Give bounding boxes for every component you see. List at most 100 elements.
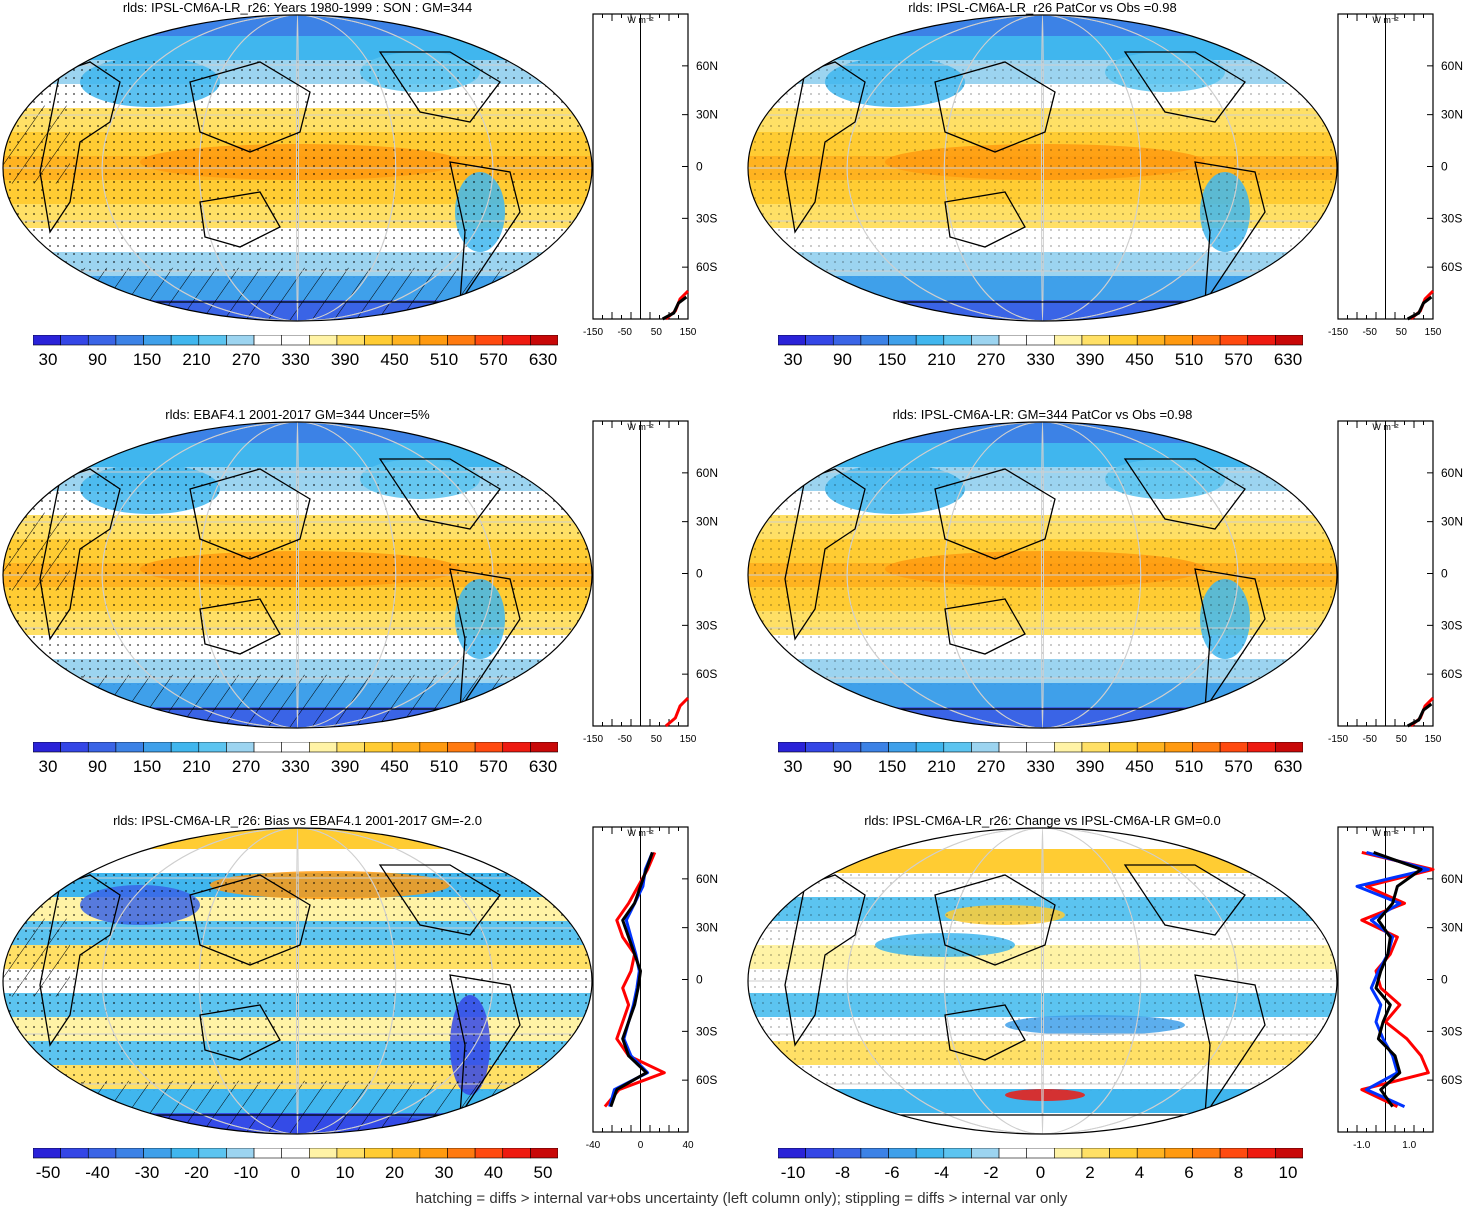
colorbar-tick-label: 270 [977,350,1005,367]
colorbar-swatch [391,334,421,346]
colorbar-swatch [336,334,365,346]
colorbar-swatch [971,741,1000,753]
colorbar-tick-label: 390 [1076,757,1104,774]
contour-band [3,828,592,850]
colorbar-tick-label: 450 [380,350,408,367]
colorbar-swatch [1054,334,1083,346]
colorbar-swatch [1026,741,1055,753]
colorbar-swatch [777,334,806,346]
colorbar-swatch [860,334,889,346]
colorbar-swatch [226,334,255,346]
profile-lat-label: 30S [1441,1024,1462,1038]
colorbar-swatch [530,334,559,346]
colorbar-tick-label: 40 [484,1163,503,1180]
colorbar-swatch [1219,1147,1249,1159]
profile-x-tick: 50 [1396,327,1408,338]
profile-x-tick: -50 [1362,734,1377,745]
colorbar-tick-label: 30 [784,350,803,367]
colorbar-swatch [1109,1147,1138,1159]
colorbar-swatch [1275,334,1304,346]
colorbar-swatch [474,741,504,753]
profile-lat-label: 0 [1441,160,1448,174]
colorbar-tick-label: 630 [1274,757,1302,774]
colorbar-swatch [170,334,200,346]
colorbar-tick-label: 2 [1085,1163,1094,1180]
profile-line-model [1406,702,1433,728]
colorbar: 30 90 150 210 270 330 390 450 510 570 630 [32,741,559,776]
colorbar-tick-label: 630 [1274,350,1302,367]
colorbar-tick-label: 90 [833,350,852,367]
colorbar-tick-label: 150 [878,757,906,774]
contour-band [748,683,1337,708]
colorbar-swatch [32,1147,61,1159]
panel-ensemble-vs-obs: rlds: IPSL-CM6A-LR: GM=344 PatCor vs Obs… [745,407,1483,807]
colorbar-swatch [87,334,117,346]
profile-lat-label: 30N [1441,108,1463,122]
colorbar-tick-label: -40 [85,1163,110,1180]
colorbar-swatch [943,1147,972,1159]
colorbar-swatch [998,334,1027,346]
colorbar-swatch [253,741,282,753]
colorbar-swatch [530,1147,559,1159]
colorbar-swatch [474,1147,504,1159]
colorbar-tick-label: -20 [184,1163,209,1180]
profile-lat-label: 60S [1441,260,1462,274]
colorbar-swatch [309,1147,338,1159]
profile-lat-label: 30N [696,515,718,529]
colorbar-swatch [170,1147,200,1159]
colorbar-tick-label: 450 [1125,757,1153,774]
robinson-map [2,14,593,322]
coastlines [39,864,521,1134]
colorbar-tick-label: 390 [1076,350,1104,367]
profile-x-tick: -150 [1328,327,1348,338]
colorbar-tick-label: 90 [88,757,107,774]
colorbar-swatch [1081,1147,1110,1159]
colorbar-swatch [60,741,89,753]
colorbar-swatch [1109,334,1138,346]
profile-line-obs [664,696,690,728]
colorbar: -10 -8 -6 -4 -2 0 2 4 6 8 10 [777,1147,1304,1182]
profile-lat-label: 30N [1441,515,1463,529]
profile-x-tick: -1.0 [1353,1140,1371,1151]
colorbar-swatch [364,741,393,753]
colorbar-swatch [1136,741,1166,753]
colorbar-swatch [1026,1147,1055,1159]
colorbar-swatch [998,741,1027,753]
colorbar: 30 90 150 210 270 330 390 450 510 570 630 [32,334,559,369]
colorbar-swatch [364,334,393,346]
colorbar-swatch [1192,1147,1221,1159]
colorbar-tick-label: 10 [336,1163,355,1180]
colorbar-swatch [1109,741,1138,753]
contour-band [748,849,1337,874]
colorbar-swatch [253,334,282,346]
colorbar-swatch [1164,334,1193,346]
profile-line-model [661,295,688,321]
profile-lat-label: 60S [1441,667,1462,681]
colorbar-swatch [447,1147,476,1159]
colorbar-tick-label: 450 [380,757,408,774]
profile-line-model [1406,295,1433,321]
colorbar-tick-label: 30 [435,1163,454,1180]
profile-x-tick: 50 [1396,734,1408,745]
colorbar-swatch [447,741,476,753]
colorbar-swatch [198,1147,227,1159]
colorbar-swatch [1247,1147,1276,1159]
colorbar-tick-label: 570 [1224,350,1252,367]
colorbar-swatch [87,1147,117,1159]
colorbar-swatch [143,334,172,346]
colorbar-swatch [226,1147,255,1159]
colorbar-swatch [502,741,531,753]
colorbar-swatch [777,1147,806,1159]
colorbar-swatch [888,1147,917,1159]
colorbar-swatch [336,741,365,753]
profile-x-tick: 40 [682,1140,694,1151]
profile-x-tick: 50 [651,734,663,745]
coastlines [784,864,1266,1134]
colorbar-swatch [860,741,889,753]
colorbar-tick-label: 150 [878,350,906,367]
map-title: rlds: IPSL-CM6A-LR: GM=344 PatCor vs Obs… [892,407,1193,422]
profile-lat-label: 30N [696,921,718,935]
